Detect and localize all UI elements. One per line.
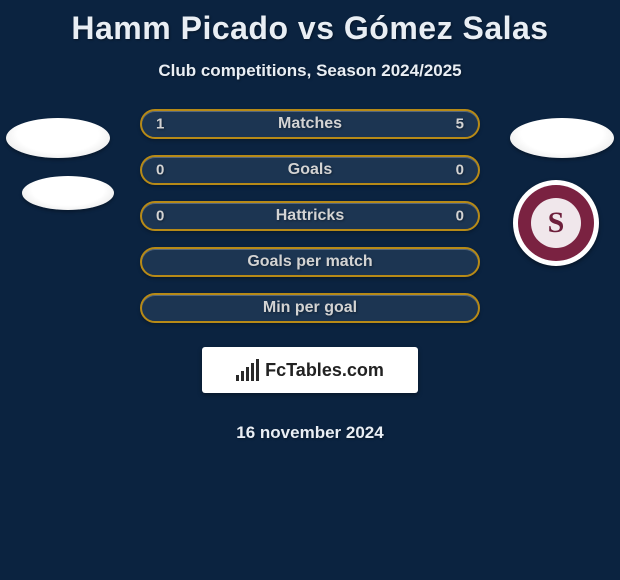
stat-row-goals-per-match: Goals per match: [140, 247, 480, 277]
brand-card[interactable]: FcTables.com: [202, 347, 418, 393]
stat-value-left: 1: [156, 116, 164, 133]
page-subtitle: Club competitions, Season 2024/2025: [158, 61, 461, 81]
stat-value-right: 0: [456, 208, 464, 225]
stat-value-right: 0: [456, 162, 464, 179]
stat-value-left: 0: [156, 162, 164, 179]
stat-row-hattricks: 0 Hattricks 0: [140, 201, 480, 231]
stat-label: Matches: [278, 115, 342, 133]
brand-text: FcTables.com: [265, 360, 384, 381]
stat-value-left: 0: [156, 208, 164, 225]
stat-label: Min per goal: [263, 299, 357, 317]
stat-row-goals: 0 Goals 0: [140, 155, 480, 185]
page-title: Hamm Picado vs Gómez Salas: [71, 10, 548, 47]
stats-rows: 1 Matches 5 0 Goals 0 0 Hattricks 0 Goal…: [0, 109, 620, 443]
comparison-card: Hamm Picado vs Gómez Salas Club competit…: [0, 0, 620, 580]
stat-row-matches: 1 Matches 5: [140, 109, 480, 139]
stat-row-min-per-goal: Min per goal: [140, 293, 480, 323]
date-text: 16 november 2024: [236, 423, 383, 443]
stat-value-right: 5: [456, 116, 464, 133]
stat-label: Goals per match: [247, 253, 372, 271]
bar-chart-icon: [236, 359, 259, 381]
stat-label: Hattricks: [276, 207, 344, 225]
stat-label: Goals: [288, 161, 332, 179]
